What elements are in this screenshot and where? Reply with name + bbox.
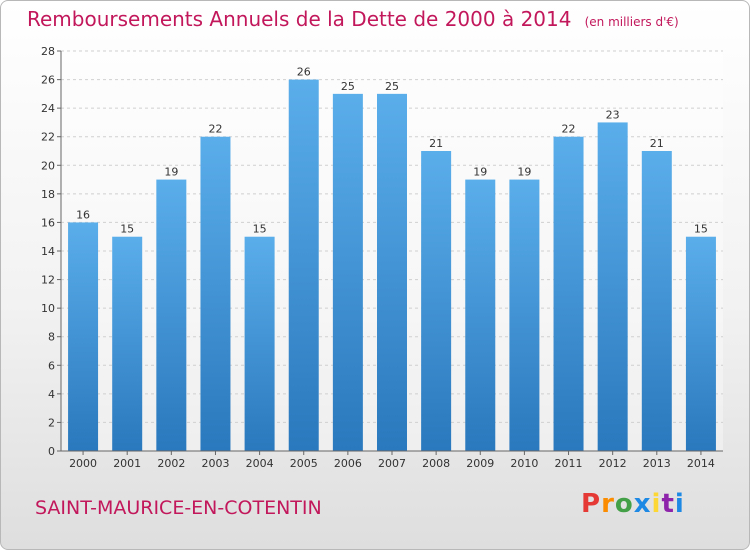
x-tick-label: 2001 <box>113 457 141 470</box>
bar-2013 <box>641 151 672 451</box>
chart-title-text: Remboursements Annuels de la Dette de 20… <box>27 7 572 31</box>
x-tick-label: 2003 <box>201 457 229 470</box>
x-tick-label: 2009 <box>466 457 494 470</box>
logo-letter: i <box>674 489 685 519</box>
data-label-2008: 21 <box>429 137 443 150</box>
bar-2014 <box>685 236 716 451</box>
bar-2003 <box>200 136 231 451</box>
logo-letter: x <box>633 489 652 519</box>
y-tick-label: 26 <box>41 74 55 87</box>
data-label-2010: 19 <box>517 166 531 179</box>
bar-2000 <box>68 222 99 451</box>
bar-2006 <box>332 93 363 451</box>
x-tick-label: 2014 <box>687 457 715 470</box>
data-label-2004: 15 <box>253 223 267 236</box>
y-tick-label: 24 <box>41 102 55 115</box>
x-tick-label: 2005 <box>290 457 318 470</box>
data-label-2006: 25 <box>341 80 355 93</box>
y-tick-label: 18 <box>41 188 55 201</box>
bar-2005 <box>288 79 319 452</box>
x-tick-label: 2007 <box>378 457 406 470</box>
commune-name: SAINT-MAURICE-EN-COTENTIN <box>35 497 322 519</box>
data-label-2007: 25 <box>385 80 399 93</box>
x-tick-label: 2010 <box>510 457 538 470</box>
y-tick-label: 4 <box>48 388 55 401</box>
bar-2011 <box>553 136 584 451</box>
data-label-2005: 26 <box>297 66 311 79</box>
y-tick-label: 20 <box>41 159 55 172</box>
logo-letter: t <box>661 489 675 519</box>
bar-2001 <box>112 236 143 451</box>
proxiti-logo: Proxiti <box>581 489 685 519</box>
data-label-2011: 22 <box>562 123 576 136</box>
y-tick-label: 6 <box>48 359 55 372</box>
data-label-2012: 23 <box>606 108 620 121</box>
y-tick-label: 10 <box>41 302 55 315</box>
x-tick-label: 2002 <box>157 457 185 470</box>
data-label-2009: 19 <box>473 166 487 179</box>
bar-2002 <box>156 179 187 452</box>
data-label-2013: 21 <box>650 137 664 150</box>
x-tick-label: 2004 <box>246 457 274 470</box>
logo-letter: P <box>581 489 602 519</box>
x-tick-label: 2000 <box>69 457 97 470</box>
data-label-2000: 16 <box>76 208 90 221</box>
y-tick-label: 2 <box>48 416 55 429</box>
y-tick-label: 8 <box>48 331 55 344</box>
x-tick-label: 2006 <box>334 457 362 470</box>
y-tick-label: 14 <box>41 245 55 258</box>
y-tick-label: 28 <box>41 45 55 58</box>
bar-2007 <box>377 93 407 451</box>
x-tick-label: 2011 <box>555 457 583 470</box>
chart-unit: (en milliers d'€) <box>584 15 679 29</box>
logo-letter: r <box>601 489 615 519</box>
bar-2004 <box>244 236 275 451</box>
logo-letter: i <box>651 489 662 519</box>
data-label-2014: 15 <box>694 223 708 236</box>
data-label-2002: 19 <box>164 166 178 179</box>
bar-2009 <box>465 179 496 452</box>
y-tick-label: 12 <box>41 274 55 287</box>
bar-2012 <box>597 122 628 451</box>
bar-2010 <box>509 179 540 452</box>
x-tick-label: 2013 <box>643 457 671 470</box>
x-tick-label: 2012 <box>599 457 627 470</box>
logo-letter: o <box>614 489 634 519</box>
y-tick-label: 16 <box>41 216 55 229</box>
data-label-2001: 15 <box>120 223 134 236</box>
bar-2008 <box>421 151 452 451</box>
chart-title: Remboursements Annuels de la Dette de 20… <box>27 7 679 31</box>
data-label-2003: 22 <box>208 123 222 136</box>
y-tick-label: 22 <box>41 131 55 144</box>
bar-layer: 16 15 19 22 15 26 25 25 21 19 19 22 23 21 15 <box>68 66 716 452</box>
y-tick-label: 0 <box>48 445 55 458</box>
x-tick-label: 2008 <box>422 457 450 470</box>
